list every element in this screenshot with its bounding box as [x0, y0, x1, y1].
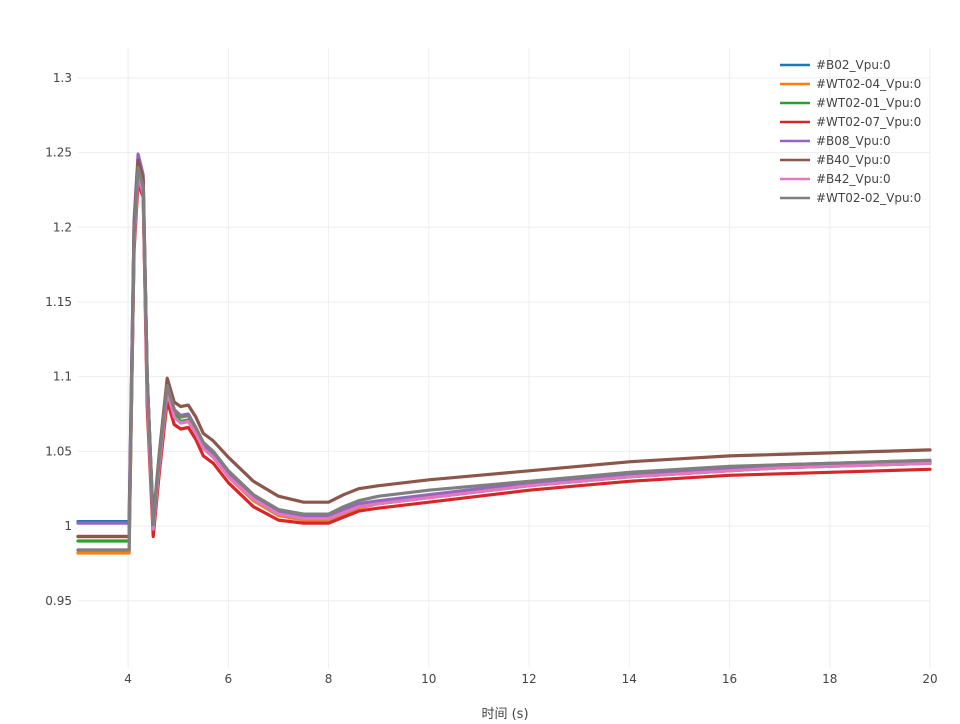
legend-item[interactable]: #WT02-04_Vpu:0 [780, 77, 921, 91]
legend-item[interactable]: #B08_Vpu:0 [780, 134, 891, 148]
y-tick-label: 1.15 [45, 295, 72, 309]
legend-item[interactable]: #WT02-07_Vpu:0 [780, 115, 921, 129]
legend-label: #WT02-04_Vpu:0 [816, 77, 921, 91]
legend-label: #WT02-07_Vpu:0 [816, 115, 921, 129]
legend-item[interactable]: #WT02-01_Vpu:0 [780, 96, 921, 110]
legend-label: #WT02-02_Vpu:0 [816, 191, 921, 205]
legend-item[interactable]: #B40_Vpu:0 [780, 153, 891, 167]
series-line-7[interactable] [76, 165, 932, 552]
legend-item[interactable]: #WT02-02_Vpu:0 [780, 191, 921, 205]
legend-item[interactable]: #B02_Vpu:0 [780, 58, 891, 72]
x-tick-label: 6 [225, 672, 233, 686]
x-axis-ticks: 4 6 8 10 12 14 16 18 20 [124, 672, 937, 686]
x-tick-label: 14 [622, 672, 637, 686]
y-axis-ticks: 0.95 1 1.05 1.1 1.15 1.2 1.25 1.3 [45, 71, 72, 608]
series-line-5[interactable] [76, 158, 932, 539]
legend-label: #WT02-01_Vpu:0 [816, 96, 921, 110]
x-tick-label: 10 [421, 672, 436, 686]
legend[interactable]: #B02_Vpu:0 #WT02-04_Vpu:0 #WT02-01_Vpu:0 #W… [780, 58, 921, 205]
legend-label: #B02_Vpu:0 [816, 58, 891, 72]
series-line-1[interactable] [76, 173, 932, 555]
legend-item[interactable]: #B42_Vpu:0 [780, 172, 891, 186]
x-tick-label: 16 [722, 672, 737, 686]
y-tick-label: 1.05 [45, 444, 72, 458]
series-line-0[interactable] [76, 168, 932, 525]
x-tick-label: 4 [124, 672, 132, 686]
y-tick-label: 1.3 [53, 71, 72, 85]
x-tick-label: 12 [521, 672, 536, 686]
y-tick-label: 1.1 [53, 370, 72, 384]
y-tick-label: 0.95 [45, 594, 72, 608]
y-tick-label: 1.25 [45, 146, 72, 160]
legend-label: #B08_Vpu:0 [816, 134, 891, 148]
series-layer [76, 152, 932, 555]
grid [78, 48, 931, 668]
x-tick-label: 20 [922, 672, 937, 686]
y-tick-label: 1.2 [53, 220, 72, 234]
series-line-4[interactable] [76, 152, 932, 528]
legend-label: #B40_Vpu:0 [816, 153, 891, 167]
x-tick-label: 8 [325, 672, 333, 686]
y-tick-label: 1 [64, 519, 72, 533]
legend-label: #B42_Vpu:0 [816, 172, 891, 186]
x-axis-title: 时间 (s) [481, 707, 528, 720]
x-tick-label: 18 [822, 672, 837, 686]
